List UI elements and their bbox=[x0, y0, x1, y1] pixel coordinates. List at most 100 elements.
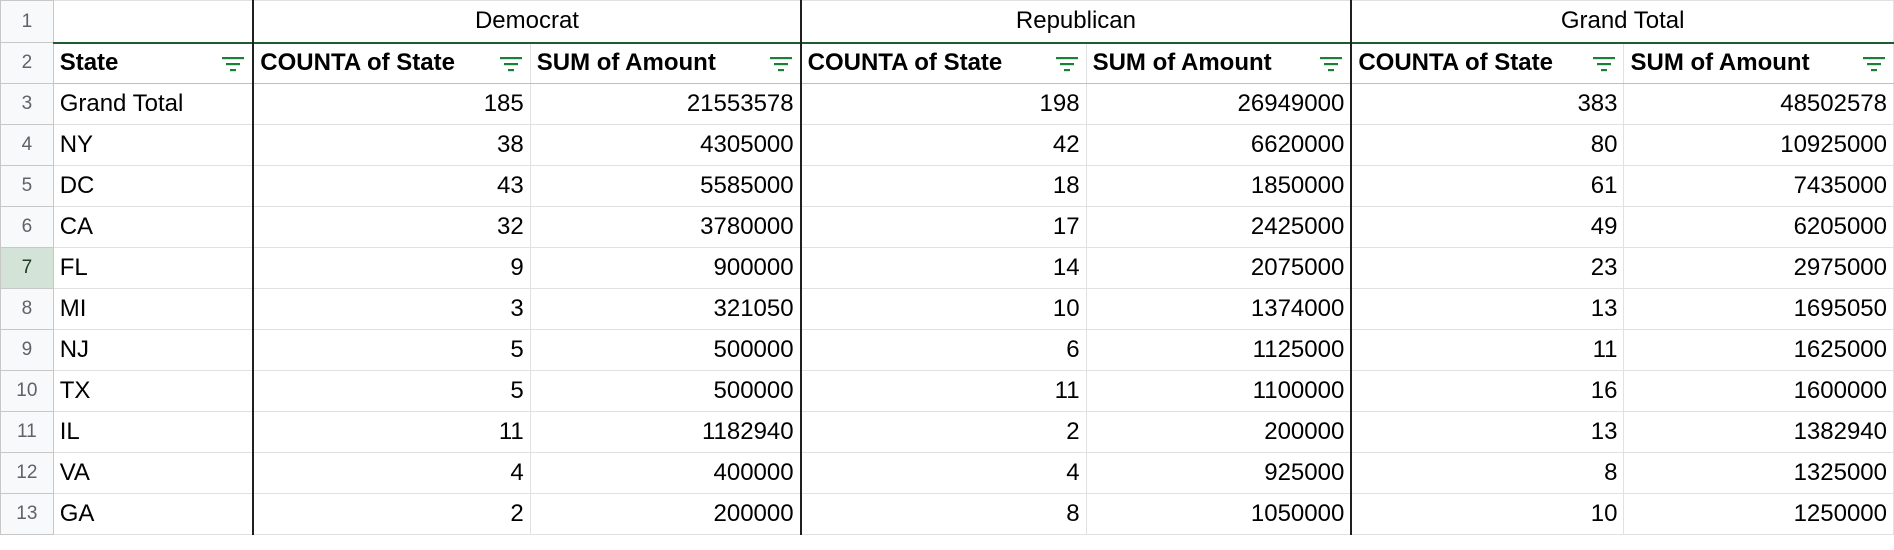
cell-value[interactable]: 1625000 bbox=[1623, 329, 1894, 371]
row-header-10[interactable]: 10 bbox=[0, 370, 54, 412]
column-header-2[interactable]: SUM of Amount bbox=[529, 41, 802, 84]
cell-value[interactable]: 1374000 bbox=[1085, 288, 1352, 330]
cell-value[interactable]: 32 bbox=[252, 206, 531, 248]
cell-value[interactable]: 23 bbox=[1350, 247, 1625, 289]
column-header-0[interactable]: State bbox=[52, 41, 254, 84]
cell-value[interactable]: 10 bbox=[1350, 493, 1625, 535]
cell-value[interactable]: 321050 bbox=[529, 288, 802, 330]
row-header-4[interactable]: 4 bbox=[0, 124, 54, 166]
cell-value[interactable]: 4305000 bbox=[529, 124, 802, 166]
cell-value[interactable]: 3780000 bbox=[529, 206, 802, 248]
row-header-7[interactable]: 7 bbox=[0, 247, 54, 289]
row-header-3[interactable]: 3 bbox=[0, 83, 54, 125]
cell-value[interactable]: 5 bbox=[252, 329, 531, 371]
column-header-1[interactable]: COUNTA of State bbox=[252, 41, 531, 84]
row-header-13[interactable]: 13 bbox=[0, 493, 54, 535]
cell-value[interactable]: 198 bbox=[799, 83, 1087, 125]
filter-icon[interactable] bbox=[1593, 56, 1616, 72]
row-header-1[interactable]: 1 bbox=[0, 0, 54, 43]
cell-value[interactable]: 4 bbox=[252, 452, 531, 494]
column-header-5[interactable]: COUNTA of State bbox=[1350, 41, 1625, 84]
cell-value[interactable]: 61 bbox=[1350, 165, 1625, 207]
cell-value[interactable]: 383 bbox=[1350, 83, 1625, 125]
row-header-6[interactable]: 6 bbox=[0, 206, 54, 248]
cell-state[interactable]: VA bbox=[52, 452, 254, 494]
cell-state[interactable]: DC bbox=[52, 165, 254, 207]
cell-value[interactable]: 42 bbox=[799, 124, 1087, 166]
column-header-3[interactable]: COUNTA of State bbox=[799, 41, 1087, 84]
row-header-8[interactable]: 8 bbox=[0, 288, 54, 330]
cell-value[interactable]: 10925000 bbox=[1623, 124, 1894, 166]
cell-value[interactable]: 1050000 bbox=[1085, 493, 1352, 535]
cell-value[interactable]: 8 bbox=[799, 493, 1087, 535]
cell-value[interactable]: 400000 bbox=[529, 452, 802, 494]
column-header-4[interactable]: SUM of Amount bbox=[1085, 41, 1352, 84]
cell-value[interactable]: 500000 bbox=[529, 329, 802, 371]
cell-value[interactable]: 1182940 bbox=[529, 411, 802, 453]
cell-value[interactable]: 1382940 bbox=[1623, 411, 1894, 453]
row-header-11[interactable]: 11 bbox=[0, 411, 54, 453]
cell-value[interactable]: 200000 bbox=[529, 493, 802, 535]
cell-value[interactable]: 10 bbox=[799, 288, 1087, 330]
cell-value[interactable]: 1850000 bbox=[1085, 165, 1352, 207]
cell-value[interactable]: 21553578 bbox=[529, 83, 802, 125]
cell-value[interactable]: 2 bbox=[799, 411, 1087, 453]
cell-value[interactable]: 6 bbox=[799, 329, 1087, 371]
cell-blank[interactable] bbox=[52, 0, 254, 43]
cell-value[interactable]: 1600000 bbox=[1623, 370, 1894, 412]
cell-value[interactable]: 18 bbox=[799, 165, 1087, 207]
row-header-9[interactable]: 9 bbox=[0, 329, 54, 371]
filter-icon[interactable] bbox=[1863, 56, 1885, 72]
cell-value[interactable]: 3 bbox=[252, 288, 531, 330]
filter-icon[interactable] bbox=[1320, 56, 1343, 72]
cell-value[interactable]: 5 bbox=[252, 370, 531, 412]
cell-value[interactable]: 8 bbox=[1350, 452, 1625, 494]
cell-value[interactable]: 1100000 bbox=[1085, 370, 1352, 412]
cell-value[interactable]: 185 bbox=[252, 83, 531, 125]
group-header-democrat[interactable]: Democrat bbox=[252, 0, 802, 43]
cell-value[interactable]: 2425000 bbox=[1085, 206, 1352, 248]
cell-value[interactable]: 2 bbox=[252, 493, 531, 535]
cell-value[interactable]: 16 bbox=[1350, 370, 1625, 412]
column-header-6[interactable]: SUM of Amount bbox=[1623, 41, 1894, 84]
cell-state[interactable]: IL bbox=[52, 411, 254, 453]
cell-value[interactable]: 925000 bbox=[1085, 452, 1352, 494]
cell-value[interactable]: 6620000 bbox=[1085, 124, 1352, 166]
filter-icon[interactable] bbox=[769, 56, 792, 72]
filter-icon[interactable] bbox=[499, 56, 522, 72]
cell-state[interactable]: NJ bbox=[52, 329, 254, 371]
cell-value[interactable]: 500000 bbox=[529, 370, 802, 412]
cell-state[interactable]: GA bbox=[52, 493, 254, 535]
filter-icon[interactable] bbox=[1055, 56, 1078, 72]
cell-value[interactable]: 7435000 bbox=[1623, 165, 1894, 207]
row-header-5[interactable]: 5 bbox=[0, 165, 54, 207]
cell-value[interactable]: 11 bbox=[1350, 329, 1625, 371]
cell-value[interactable]: 80 bbox=[1350, 124, 1625, 166]
cell-state[interactable]: FL bbox=[52, 247, 254, 289]
cell-state[interactable]: NY bbox=[52, 124, 254, 166]
cell-value[interactable]: 11 bbox=[799, 370, 1087, 412]
cell-value[interactable]: 26949000 bbox=[1085, 83, 1352, 125]
cell-value[interactable]: 1695050 bbox=[1623, 288, 1894, 330]
cell-value[interactable]: 1250000 bbox=[1623, 493, 1894, 535]
cell-value[interactable]: 2975000 bbox=[1623, 247, 1894, 289]
cell-value[interactable]: 13 bbox=[1350, 288, 1625, 330]
cell-value[interactable]: 49 bbox=[1350, 206, 1625, 248]
cell-value[interactable]: 48502578 bbox=[1623, 83, 1894, 125]
cell-value[interactable]: 2075000 bbox=[1085, 247, 1352, 289]
group-header-republican[interactable]: Republican bbox=[799, 0, 1352, 43]
cell-value[interactable]: 900000 bbox=[529, 247, 802, 289]
cell-value[interactable]: 5585000 bbox=[529, 165, 802, 207]
cell-value[interactable]: 13 bbox=[1350, 411, 1625, 453]
cell-value[interactable]: 6205000 bbox=[1623, 206, 1894, 248]
group-header-grand-total[interactable]: Grand Total bbox=[1350, 0, 1894, 43]
cell-state[interactable]: CA bbox=[52, 206, 254, 248]
cell-value[interactable]: 9 bbox=[252, 247, 531, 289]
cell-state[interactable]: MI bbox=[52, 288, 254, 330]
cell-state[interactable]: TX bbox=[52, 370, 254, 412]
cell-value[interactable]: 11 bbox=[252, 411, 531, 453]
filter-icon[interactable] bbox=[222, 56, 245, 72]
cell-value[interactable]: 17 bbox=[799, 206, 1087, 248]
cell-value[interactable]: 200000 bbox=[1085, 411, 1352, 453]
